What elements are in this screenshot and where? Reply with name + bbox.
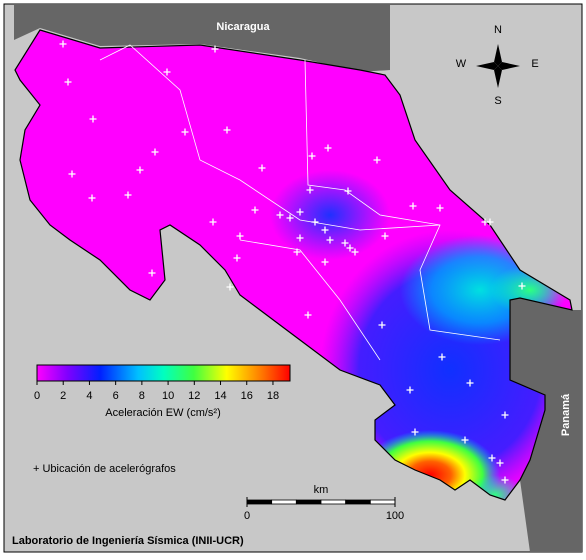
station-marker	[209, 218, 217, 226]
station-marker	[233, 254, 241, 262]
province-border	[239, 239, 381, 361]
station-marker	[286, 214, 294, 222]
panama-land	[510, 298, 582, 552]
scale-segment	[369, 499, 396, 505]
scale-segment	[246, 499, 273, 505]
colorbar-tick-label: 4	[86, 390, 92, 402]
station-marker	[148, 269, 156, 277]
station-marker	[436, 204, 444, 212]
colorbar-tick-label: 0	[34, 390, 40, 402]
station-marker	[326, 236, 334, 244]
station-marker	[136, 166, 144, 174]
station-marker	[308, 152, 316, 160]
scale-unit: km	[314, 484, 329, 496]
station-marker	[258, 164, 266, 172]
stations	[59, 40, 526, 484]
station-marker	[306, 186, 314, 194]
station-marker	[346, 244, 354, 252]
station-marker	[321, 226, 329, 234]
station-marker	[226, 283, 234, 291]
compass-label: N	[494, 24, 502, 36]
station-marker	[501, 411, 509, 419]
station-marker	[501, 476, 509, 484]
station-marker	[378, 321, 386, 329]
colorbar-tick-label: 16	[241, 390, 253, 402]
station-marker	[151, 148, 159, 156]
scale-segment	[295, 499, 322, 505]
station-marker	[293, 248, 301, 256]
country-label: Panamá	[560, 393, 572, 436]
station-marker	[223, 126, 231, 134]
station-marker	[89, 115, 97, 123]
scale-tick-label: 100	[386, 510, 404, 522]
station-marker	[88, 194, 96, 202]
station-marker	[236, 232, 244, 240]
station-marker	[324, 144, 332, 152]
compass-label: S	[494, 95, 501, 107]
credit: Laboratorio de Ingeniería Sísmica (INII-…	[12, 535, 244, 547]
station-marker	[304, 311, 312, 319]
colorbar-tick-label: 6	[113, 390, 119, 402]
station-marker	[59, 40, 67, 48]
country-label: Nicaragua	[216, 21, 270, 33]
station-marker	[373, 156, 381, 164]
colorbar-tick-label: 14	[214, 390, 226, 402]
station-marker	[296, 234, 304, 242]
colorbar	[36, 364, 291, 382]
province-border	[304, 59, 501, 341]
province-border	[99, 44, 441, 231]
station-marker	[211, 45, 219, 53]
station-marker	[181, 128, 189, 136]
station-marker	[64, 78, 72, 86]
compass: N S W E	[456, 24, 539, 107]
legend: + Ubicación de acelerógrafos	[33, 463, 176, 475]
station-marker	[461, 436, 469, 444]
station-marker	[124, 191, 132, 199]
station-marker	[296, 208, 304, 216]
station-marker	[496, 459, 504, 467]
station-marker	[409, 202, 417, 210]
station-marker	[321, 258, 329, 266]
colorbar-tick-label: 18	[267, 390, 279, 402]
scale-segment	[271, 499, 297, 505]
scale-tick-label: 0	[244, 510, 250, 522]
compass-label: W	[456, 58, 467, 70]
colorbar-title: Aceleración EW (cm/s²)	[105, 407, 221, 419]
colorbar-tick-label: 2	[60, 390, 66, 402]
station-marker	[518, 282, 526, 290]
station-marker	[411, 428, 419, 436]
station-marker	[251, 206, 259, 214]
station-marker	[381, 232, 389, 240]
colorbar-tick-label: 10	[162, 390, 174, 402]
station-marker	[344, 187, 352, 195]
station-marker	[406, 386, 414, 394]
station-marker	[68, 170, 76, 178]
colorbar-tick-label: 12	[188, 390, 200, 402]
compass-label: E	[531, 58, 538, 70]
station-marker	[486, 218, 494, 226]
nicaragua-land	[14, 5, 390, 72]
station-marker	[311, 218, 319, 226]
station-marker	[163, 68, 171, 76]
station-marker	[341, 239, 349, 247]
station-marker	[438, 353, 446, 361]
station-marker	[488, 454, 496, 462]
station-marker	[276, 211, 284, 219]
scale-segment	[345, 499, 371, 505]
scale-segment	[320, 499, 347, 505]
station-marker	[351, 248, 359, 256]
colorbar-tick-label: 8	[139, 390, 145, 402]
station-marker	[466, 379, 474, 387]
